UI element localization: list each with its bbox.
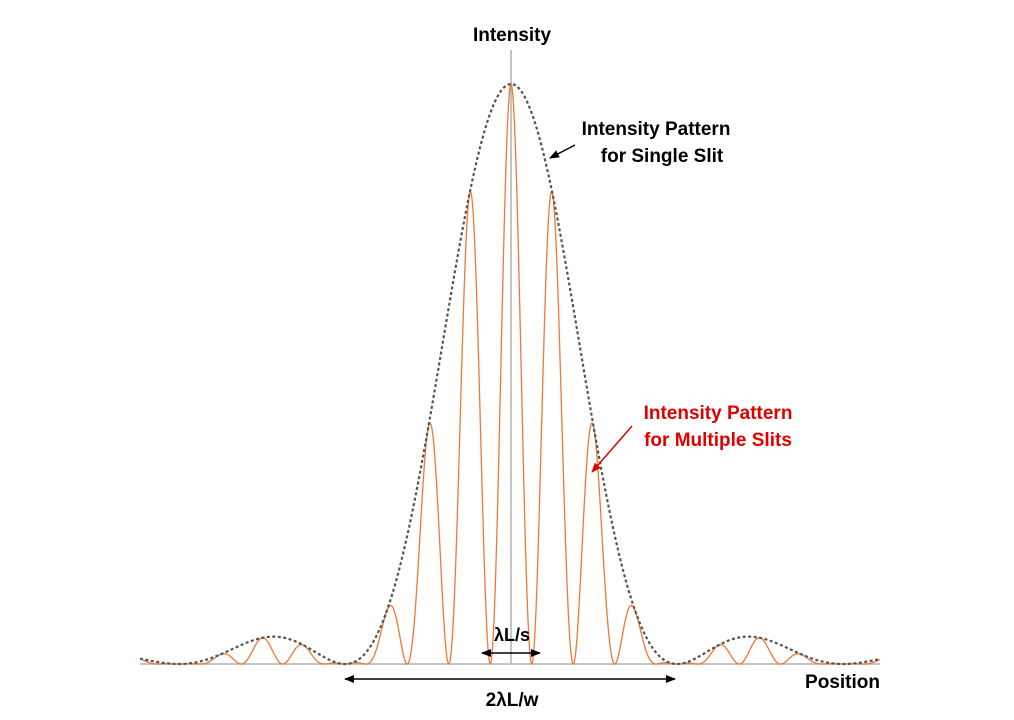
y-axis-label: Intensity [473,25,552,46]
multi-slit-label-line1: Intensity Pattern [644,403,793,424]
spacing-label: λL/s [494,625,530,645]
single-slit-label-line2: for Single Slit [601,146,724,167]
multi-slit-label-line2: for Multiple Slits [644,430,792,451]
multi-slit-pointer-arrow [591,425,633,473]
single-slit-intensity-curve [139,82,881,666]
single-slit-label-line1: Intensity Pattern [582,119,731,140]
multi-slit-intensity-curve [139,82,881,665]
width-label: 2λL/w [486,690,539,711]
x-axis-label: Position [805,672,880,693]
single-slit-pointer-arrow [549,144,576,159]
